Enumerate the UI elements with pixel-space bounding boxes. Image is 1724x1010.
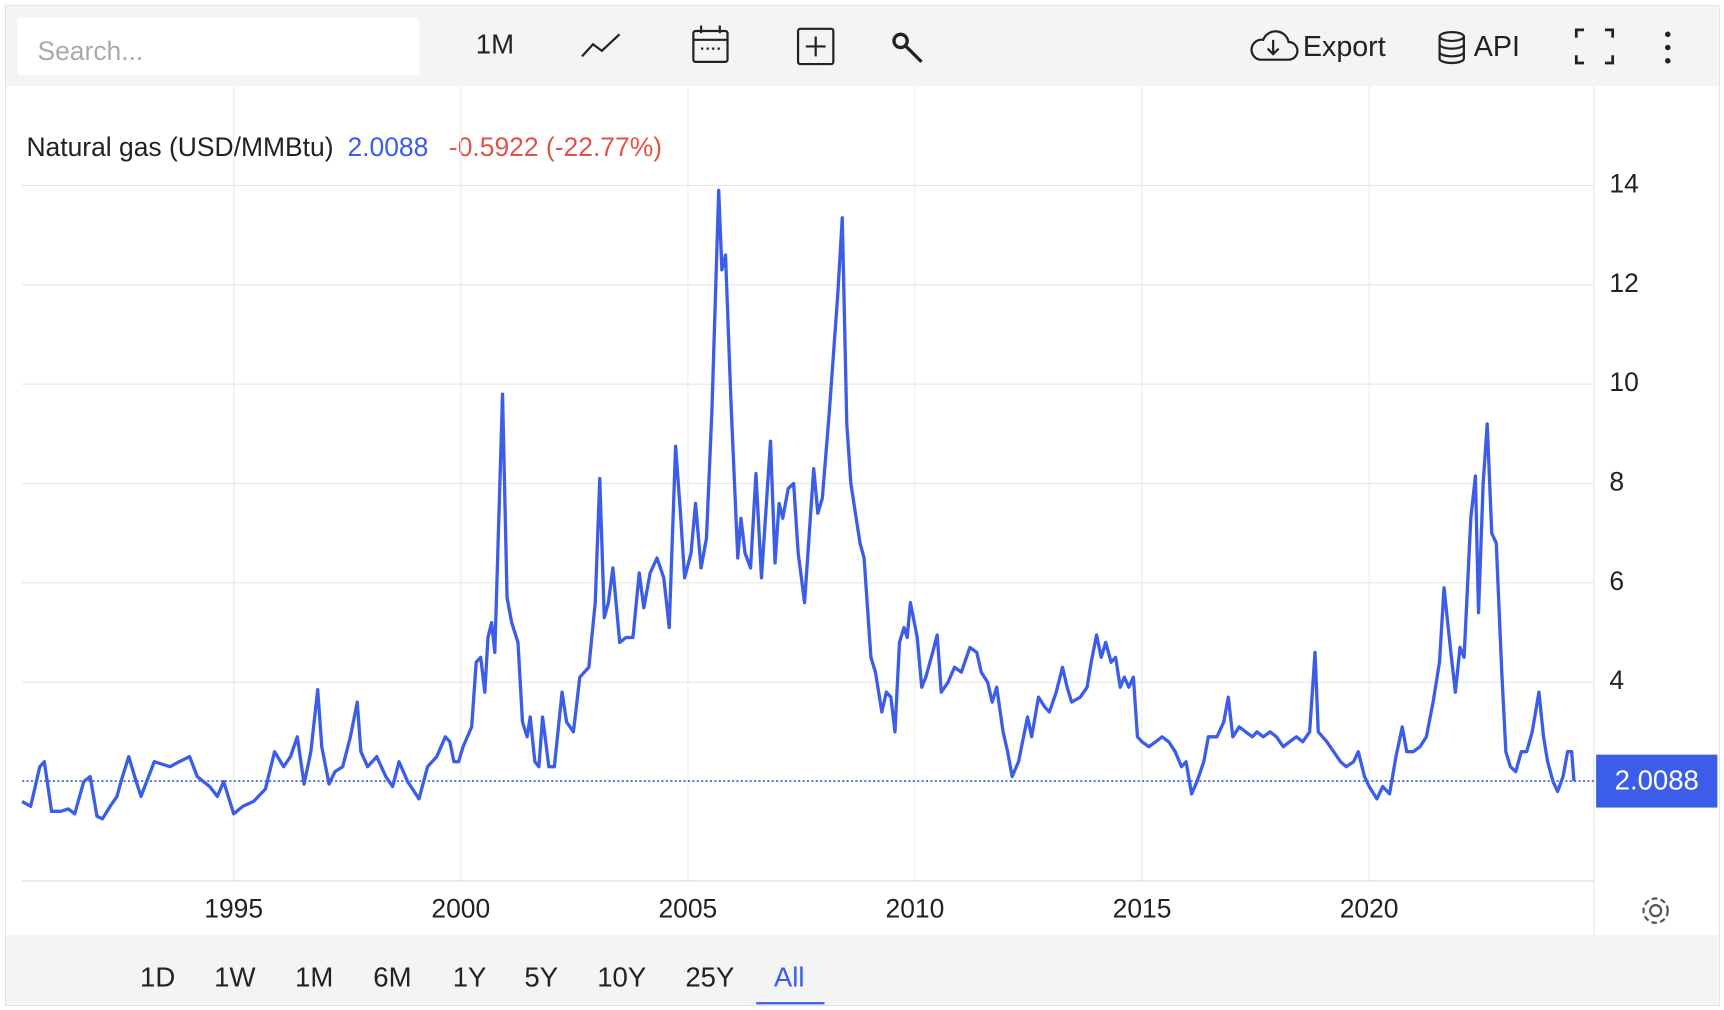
- range-button[interactable]: 1W: [214, 961, 255, 992]
- legend: Natural gas (USD/MMBtu) 2.0088 -0.5922 (…: [26, 132, 662, 162]
- price-line: [21, 188, 1576, 821]
- y-tick-label: 12: [1609, 268, 1638, 298]
- calendar-icon[interactable]: [692, 25, 729, 63]
- export-button[interactable]: Export: [1303, 31, 1386, 63]
- last-value-label: 2.0088: [1615, 764, 1699, 795]
- settings-icon[interactable]: [1642, 897, 1669, 924]
- x-tick-label: 2005: [658, 894, 717, 924]
- interval-button[interactable]: 1M: [476, 29, 514, 60]
- x-tick-label: 2020: [1340, 894, 1399, 924]
- frame: [4, 5, 1721, 1006]
- last-value-badge: [1596, 754, 1718, 808]
- range-button[interactable]: 5Y: [524, 961, 558, 992]
- y-tick-label: 8: [1609, 466, 1624, 496]
- y-tick-label: 14: [1609, 168, 1638, 198]
- range-button[interactable]: 25Y: [685, 961, 734, 992]
- range-button[interactable]: 6M: [373, 961, 411, 992]
- legend-title: Natural gas (USD/MMBtu): [26, 132, 333, 162]
- y-tick-label: 6: [1609, 566, 1624, 596]
- chart-type-icon[interactable]: [581, 33, 621, 58]
- add-indicator-icon[interactable]: [796, 27, 835, 66]
- range-button[interactable]: 10Y: [597, 961, 646, 992]
- y-tick-label: 10: [1609, 367, 1638, 397]
- api-button[interactable]: API: [1474, 31, 1520, 63]
- legend-change: -0.5922 (-22.77%): [449, 132, 662, 162]
- more-menu[interactable]: [1665, 31, 1671, 64]
- range-button[interactable]: 1Y: [453, 961, 487, 992]
- x-tick-label: 2015: [1113, 894, 1172, 924]
- tools-icon[interactable]: [892, 32, 923, 64]
- range-button[interactable]: All: [774, 961, 805, 992]
- range-button[interactable]: 1M: [295, 961, 333, 992]
- export-icon[interactable]: [1250, 30, 1299, 61]
- range-bar: [6, 934, 1719, 1005]
- x-tick-label: 2010: [886, 894, 945, 924]
- x-tick-label: 1995: [204, 894, 263, 924]
- fullscreen-icon[interactable]: [1574, 28, 1615, 65]
- y-tick-label: 4: [1609, 665, 1624, 695]
- search-box[interactable]: [17, 17, 419, 76]
- x-tick-label: 2000: [431, 894, 490, 924]
- range-button[interactable]: 1D: [140, 961, 175, 992]
- api-icon[interactable]: [1438, 31, 1465, 65]
- legend-value: 2.0088: [347, 132, 428, 162]
- search-placeholder[interactable]: Search...: [37, 36, 143, 66]
